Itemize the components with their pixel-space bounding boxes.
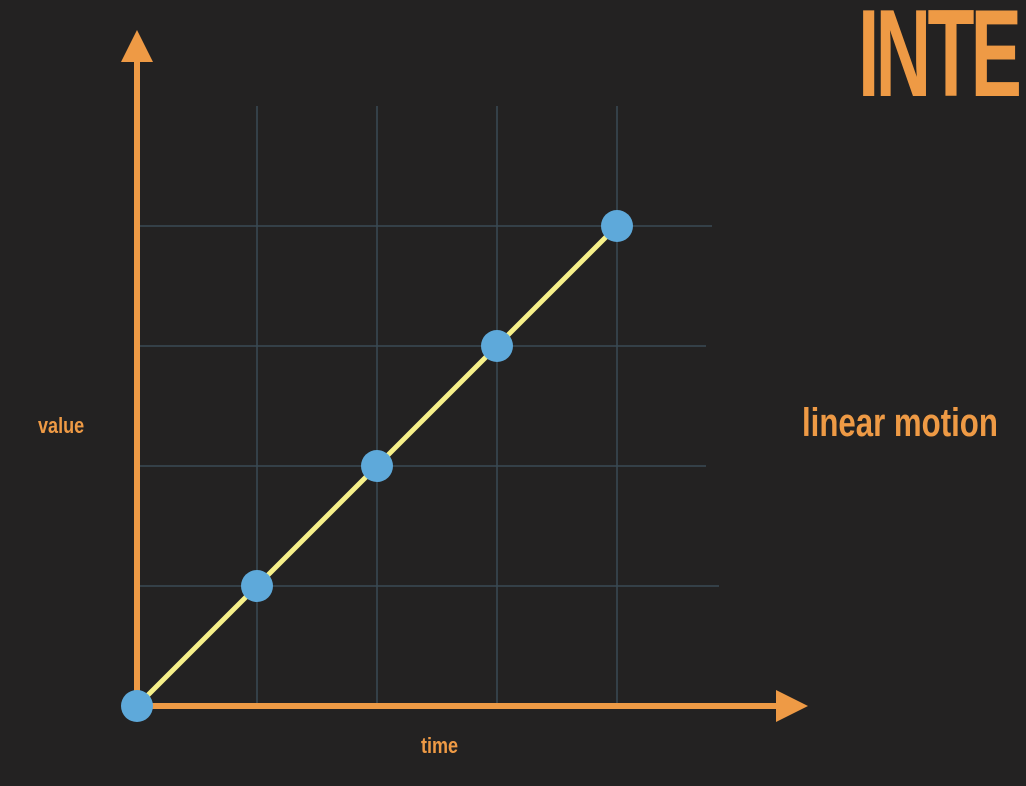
- slide-subtitle: linear motion: [802, 401, 998, 445]
- y-axis-arrow-icon: [121, 30, 153, 62]
- data-point: [121, 690, 153, 722]
- data-point: [361, 450, 393, 482]
- x-axis-arrow-icon: [776, 690, 808, 722]
- y-axis-label: value: [38, 413, 85, 438]
- slide-title: INTE: [858, 0, 1022, 123]
- x-axis-label: time: [421, 733, 459, 758]
- data-point: [241, 570, 273, 602]
- axes: [121, 30, 808, 722]
- series: [121, 210, 633, 722]
- data-point: [601, 210, 633, 242]
- grid: [137, 106, 719, 706]
- data-point: [481, 330, 513, 362]
